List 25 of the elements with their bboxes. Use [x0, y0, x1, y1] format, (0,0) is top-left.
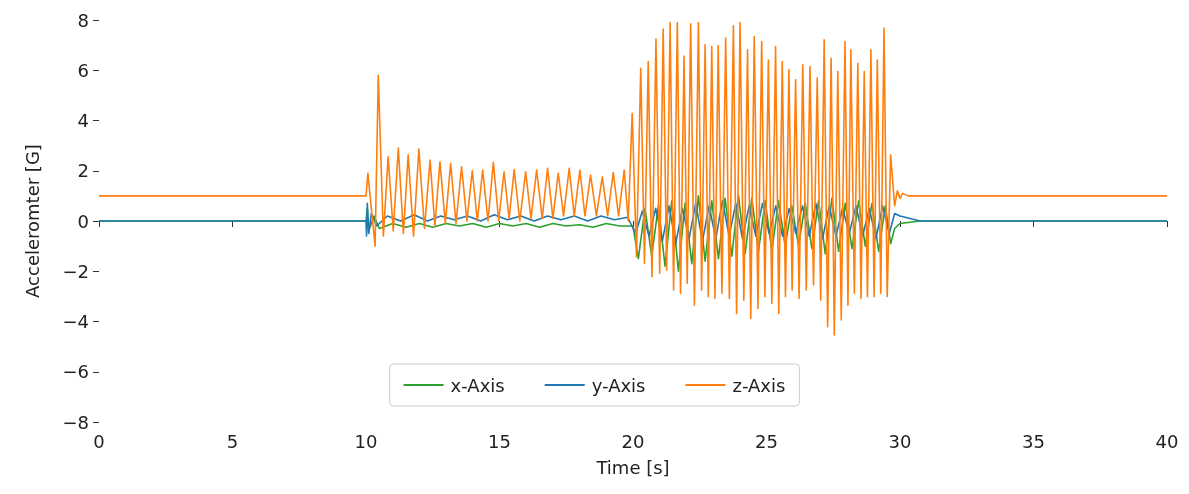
x-tick-label: 25: [755, 430, 778, 452]
x-tick-label: 15: [488, 430, 511, 452]
y-tick-label: −6: [62, 361, 89, 383]
legend-label: y-Axis: [591, 374, 646, 396]
y-tick-label: 6: [77, 59, 89, 81]
x-tick-label: 30: [888, 430, 912, 452]
y-tick-label: 0: [77, 210, 89, 232]
x-tick-label: 0: [93, 430, 105, 452]
x-axis-title: Time [s]: [595, 456, 670, 478]
x-tick-label: 5: [226, 430, 239, 452]
legend-label: x-Axis: [450, 374, 505, 396]
y-tick-label: 8: [77, 9, 89, 31]
legend-label: z-Axis: [732, 374, 786, 396]
y-tick-label: 4: [77, 110, 89, 131]
y-tick-label: −8: [62, 411, 89, 433]
y-tick-label: −2: [62, 260, 89, 282]
x-tick-label: 40: [1155, 430, 1179, 452]
y-tick-label: 2: [77, 160, 89, 182]
line-series: [98, 21, 1168, 336]
x-tick-label: 35: [1022, 430, 1045, 452]
y-axis-title: Acceleromter [G]: [21, 144, 43, 298]
line-series: [98, 200, 1168, 245]
y-tick-label: −4: [62, 311, 89, 332]
x-tick-label: 10: [354, 430, 378, 452]
x-tick-label: 20: [621, 430, 645, 452]
